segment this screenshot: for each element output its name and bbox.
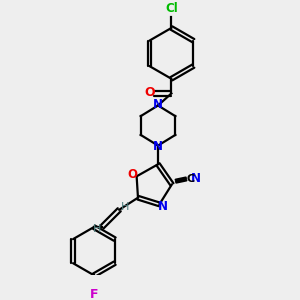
Text: H: H xyxy=(121,202,129,212)
Text: O: O xyxy=(128,168,138,181)
Text: F: F xyxy=(90,288,98,300)
Text: O: O xyxy=(144,86,154,99)
Text: N: N xyxy=(152,140,163,153)
Text: N: N xyxy=(158,200,168,213)
Text: Cl: Cl xyxy=(165,2,178,15)
Text: N: N xyxy=(152,98,163,111)
Text: C: C xyxy=(186,174,194,184)
Text: N: N xyxy=(191,172,201,185)
Text: H: H xyxy=(93,224,101,234)
